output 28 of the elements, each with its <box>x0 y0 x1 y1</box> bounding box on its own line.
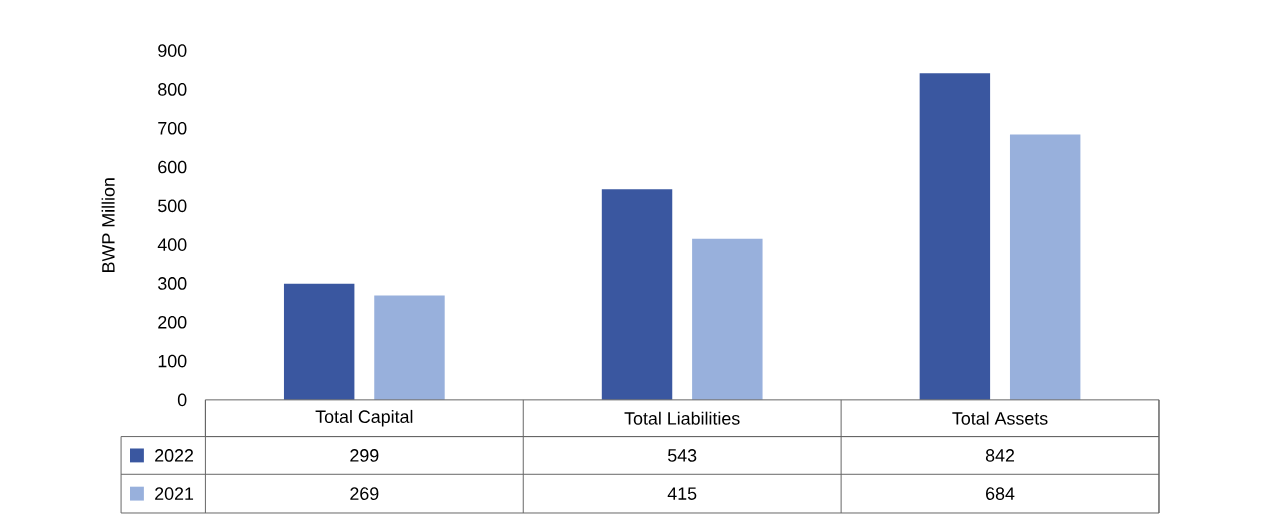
legend-label: 2022 <box>155 449 194 462</box>
y-tick-label: 400 <box>157 238 187 252</box>
data-label: 299 <box>350 449 379 462</box>
bar <box>1009 134 1081 400</box>
bar <box>601 189 673 400</box>
data-label: 842 <box>985 449 1015 462</box>
y-axis-title: BWP Million <box>101 178 115 272</box>
x-tick-label: Total Capital <box>315 409 413 427</box>
bar <box>374 295 445 400</box>
y-tick-label: 0 <box>177 393 187 407</box>
data-label: 684 <box>986 487 1015 501</box>
data-label: 415 <box>667 487 697 500</box>
bar <box>919 73 991 400</box>
y-tick-label: 900 <box>158 44 187 58</box>
y-tick-label: 500 <box>158 199 187 213</box>
bar <box>283 283 355 400</box>
y-tick-label: 700 <box>158 121 187 135</box>
y-tick-label: 600 <box>158 160 187 174</box>
data-label: 543 <box>668 449 697 462</box>
x-tick-label: Total Assets <box>952 411 1048 425</box>
y-tick-label: 200 <box>158 315 187 329</box>
legend-label: 2021 <box>155 487 194 501</box>
bar <box>692 238 763 400</box>
y-tick-label: 300 <box>158 277 187 290</box>
x-tick-label: Total Liabilities <box>624 411 740 425</box>
y-tick-label: 800 <box>158 83 187 96</box>
y-tick-label: 100 <box>158 354 187 368</box>
data-label: 269 <box>350 487 379 501</box>
